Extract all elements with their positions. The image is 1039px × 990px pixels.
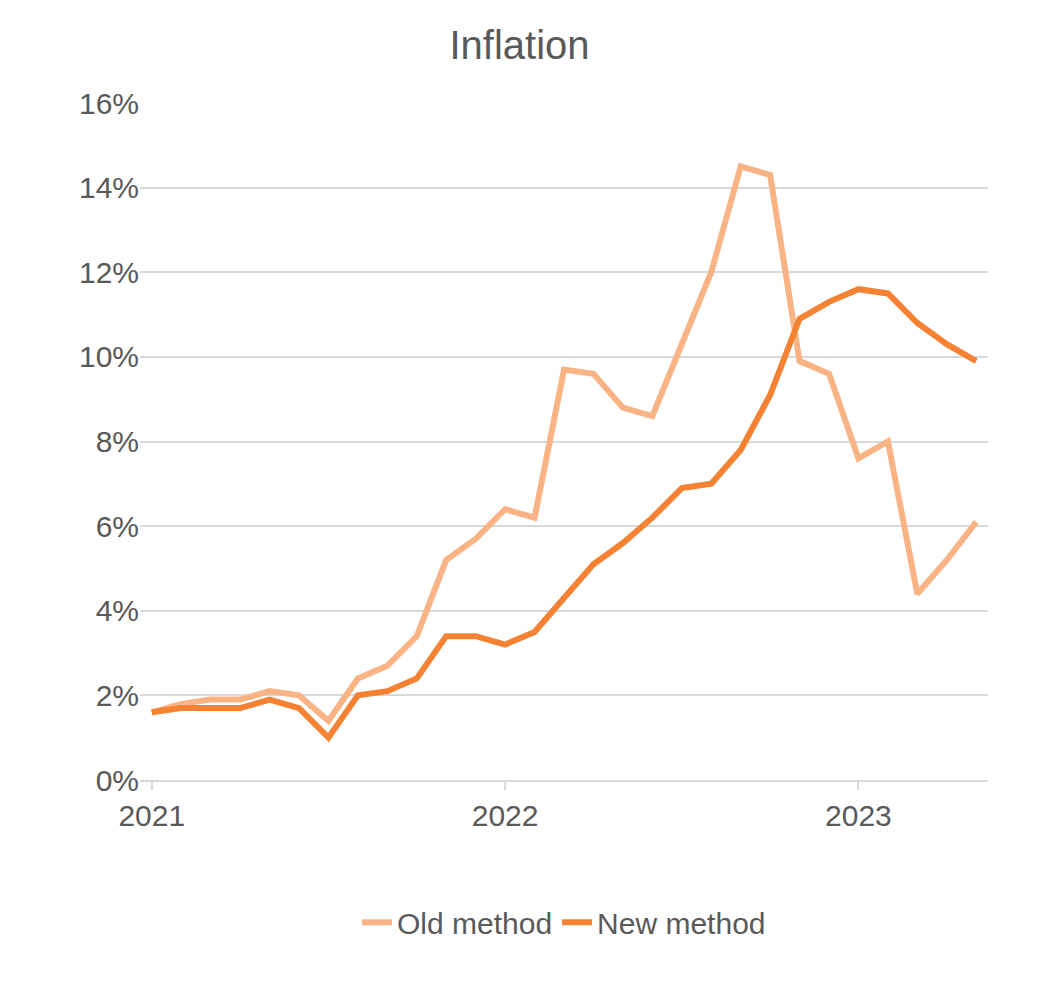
svg-text:16%: 16% — [79, 87, 139, 120]
svg-text:Inflation: Inflation — [449, 23, 589, 67]
svg-text:2022: 2022 — [472, 799, 539, 832]
svg-text:10%: 10% — [79, 340, 139, 373]
svg-text:8%: 8% — [96, 425, 139, 458]
svg-text:2%: 2% — [96, 679, 139, 712]
svg-text:14%: 14% — [79, 171, 139, 204]
svg-text:Old method: Old method — [397, 907, 552, 940]
svg-text:4%: 4% — [96, 594, 139, 627]
svg-text:2023: 2023 — [825, 799, 892, 832]
svg-text:12%: 12% — [79, 256, 139, 289]
svg-text:6%: 6% — [96, 510, 139, 543]
svg-text:New method: New method — [597, 907, 765, 940]
svg-text:2021: 2021 — [118, 799, 185, 832]
svg-text:0%: 0% — [96, 764, 139, 797]
